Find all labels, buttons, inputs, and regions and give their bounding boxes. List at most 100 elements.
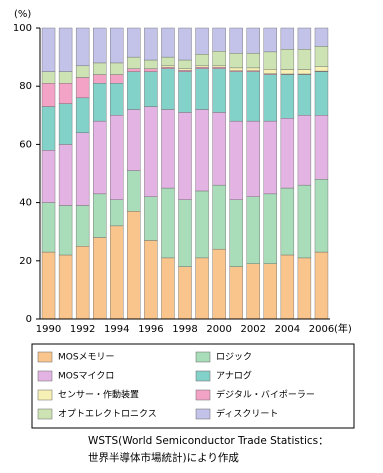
bar-segment — [178, 69, 192, 72]
bar-segment — [127, 68, 141, 72]
bar-segment — [75, 132, 90, 206]
bar-segment — [212, 65, 226, 68]
x-axis-label: (年) — [334, 322, 352, 335]
x-tick-label: 2000 — [206, 324, 231, 335]
bar-segment — [127, 71, 141, 110]
bar-segment — [75, 205, 90, 247]
bar-segment — [314, 179, 329, 253]
bar-segment — [246, 27, 260, 54]
bar-segment — [263, 27, 277, 53]
bar-segment — [178, 266, 192, 320]
legend-label: ディスクリート — [216, 408, 278, 420]
bar-segment — [280, 187, 295, 256]
bar-segment — [93, 237, 107, 320]
legend-label: センサー・作動装置 — [58, 389, 139, 401]
bar-segment — [195, 27, 209, 55]
bar-segment — [229, 266, 243, 320]
bar-segment — [58, 71, 73, 84]
bar-segment — [314, 251, 329, 320]
bar-segment — [58, 144, 73, 206]
bar-segment — [110, 115, 124, 200]
bar-segment — [161, 257, 175, 320]
bar-segment — [246, 71, 260, 122]
bar-segment — [58, 83, 73, 104]
bar-segment — [93, 27, 107, 64]
bar-segment — [144, 71, 158, 107]
bar-segment — [314, 27, 329, 47]
y-axis-label: (%) — [14, 9, 31, 20]
bar-segment — [263, 74, 277, 122]
bar-segment — [144, 240, 158, 320]
x-tick-label: 2006 — [309, 324, 334, 335]
bar-segment — [93, 193, 107, 238]
bar-segment — [280, 74, 295, 119]
bar-segment — [212, 184, 226, 250]
bar-segment — [280, 27, 295, 50]
bar-segment — [75, 65, 90, 78]
bar-segment — [144, 196, 158, 241]
bar-segment — [93, 62, 107, 75]
x-tick-label: 1996 — [138, 324, 163, 335]
bar-segment — [263, 120, 277, 195]
bar-segment — [110, 74, 124, 84]
bar-segment — [212, 67, 226, 69]
legend-label: アナログ — [216, 370, 252, 382]
bar-segment — [93, 74, 107, 84]
bar-segment — [144, 106, 158, 197]
bar-segment — [263, 193, 277, 264]
y-tick-label: 80 — [19, 81, 32, 92]
bar-segment — [127, 109, 141, 171]
y-tick-label: 0 — [26, 314, 32, 325]
legend-swatch — [37, 408, 53, 420]
bar-segment — [75, 77, 90, 99]
bar-segment — [229, 199, 243, 267]
bar-segment — [297, 49, 312, 70]
bar-segment — [212, 27, 226, 52]
x-tick-label: 2002 — [241, 324, 266, 335]
bar-segment — [314, 71, 329, 116]
bar-segment — [75, 97, 90, 133]
bar-segment — [212, 51, 226, 67]
bar-segment — [246, 196, 260, 264]
x-tick-label: 1998 — [172, 324, 197, 335]
bar-segment — [280, 118, 295, 189]
bar-segment — [178, 68, 192, 71]
bar-segment — [195, 190, 209, 259]
bar-segment — [229, 67, 243, 71]
bar-segment — [297, 257, 312, 320]
bar-segment — [41, 71, 56, 84]
bar-segment — [41, 83, 56, 107]
bar-segment — [297, 27, 312, 50]
bar-segment — [195, 68, 209, 110]
bar-segment — [246, 120, 260, 197]
bar-segment — [195, 257, 209, 320]
y-tick-label: 40 — [19, 198, 32, 209]
bar-segment — [229, 71, 243, 122]
bar-segment — [41, 251, 56, 320]
bar-segment — [75, 246, 90, 320]
bar-segment — [161, 65, 175, 68]
bar-segment — [58, 205, 73, 256]
bar-segment — [195, 67, 209, 69]
bar-segment — [75, 27, 90, 67]
bar-segment — [178, 71, 192, 113]
bar-segment — [229, 53, 243, 69]
bar-segment — [58, 103, 73, 145]
source-note: WSTS(World Semiconductor Trade Statistic… — [88, 435, 329, 447]
bar-segment — [195, 109, 209, 192]
bar-segment — [195, 65, 209, 68]
legend-swatch — [195, 408, 211, 420]
bar-segment — [93, 120, 107, 195]
bar-segment — [110, 199, 124, 227]
legend-swatch — [195, 389, 211, 401]
bar-segment — [161, 109, 175, 189]
legend-box — [31, 343, 355, 429]
legend-label: MOSメモリー — [58, 353, 115, 363]
bar-segment — [195, 53, 209, 67]
bar-segment — [110, 83, 124, 116]
bar-segment — [161, 67, 175, 69]
y-tick-label: 60 — [19, 139, 32, 150]
legend-label: デジタル・バイポーラー — [216, 389, 315, 401]
bar-segment — [263, 69, 277, 74]
